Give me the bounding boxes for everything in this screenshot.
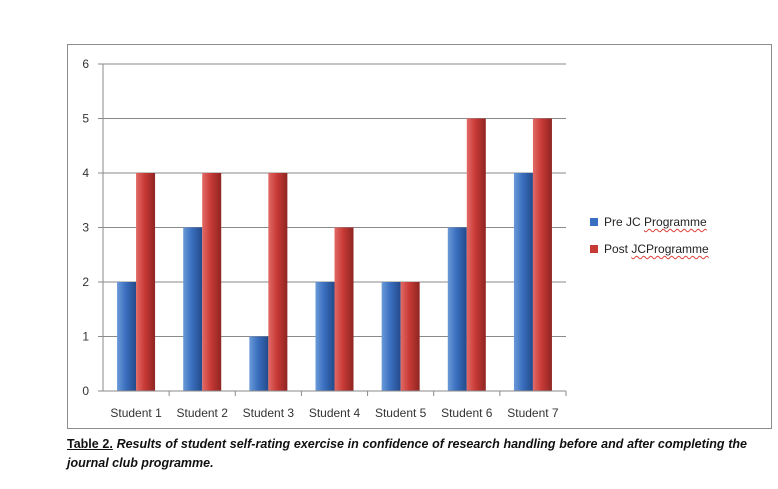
x-tick-label: Student 4 [309, 406, 361, 420]
x-tick-label: Student 2 [177, 406, 229, 420]
x-tick-label: Student 1 [110, 406, 162, 420]
bar-post [202, 173, 222, 391]
bar-pre [381, 282, 401, 391]
y-tick-label: 0 [82, 384, 89, 398]
y-tick-label: 2 [82, 275, 89, 289]
x-tick-label: Student 5 [375, 406, 427, 420]
y-tick-label: 3 [82, 221, 89, 235]
bar-post [532, 118, 552, 391]
bars [117, 118, 552, 391]
legend-swatch-post [590, 245, 598, 253]
axes [98, 63, 567, 396]
y-tick-label: 6 [82, 57, 89, 71]
table-caption: Table 2. Results of student self-rating … [67, 435, 747, 473]
bar-pre [117, 282, 137, 391]
gridlines [103, 63, 566, 337]
y-tick-label: 4 [82, 166, 89, 180]
bar-post [268, 173, 288, 391]
y-tick-label: 1 [82, 330, 89, 344]
y-tick-labels: 0 1 2 3 4 5 6 [82, 57, 89, 398]
y-tick-label: 5 [82, 112, 89, 126]
legend-item-pre: Pre JC Programme [590, 215, 709, 229]
legend-label-pre: Pre JC Programme [604, 215, 707, 229]
bar-post [466, 118, 486, 391]
bar-post [334, 227, 354, 391]
legend-label-post: Post JCProgramme [604, 242, 709, 256]
bar-pre [315, 282, 335, 391]
bar-post [136, 173, 156, 391]
legend-item-post: Post JCProgramme [590, 242, 709, 256]
x-tick-label: Student 7 [507, 406, 559, 420]
x-tick-label: Student 3 [243, 406, 295, 420]
caption-label: Table 2. [67, 437, 113, 451]
x-tick-label: Student 6 [441, 406, 493, 420]
bar-post [400, 282, 420, 391]
legend-swatch-pre [590, 218, 598, 226]
legend: Pre JC Programme Post JCProgramme [590, 215, 709, 269]
caption-text: Results of student self-rating exercise … [67, 437, 747, 470]
bar-pre [249, 336, 269, 391]
bar-pre [447, 227, 467, 391]
bar-pre [513, 173, 533, 391]
x-tick-labels: Student 1 Student 2 Student 3 Student 4 Stud… [110, 406, 559, 420]
bar-pre [183, 227, 203, 391]
